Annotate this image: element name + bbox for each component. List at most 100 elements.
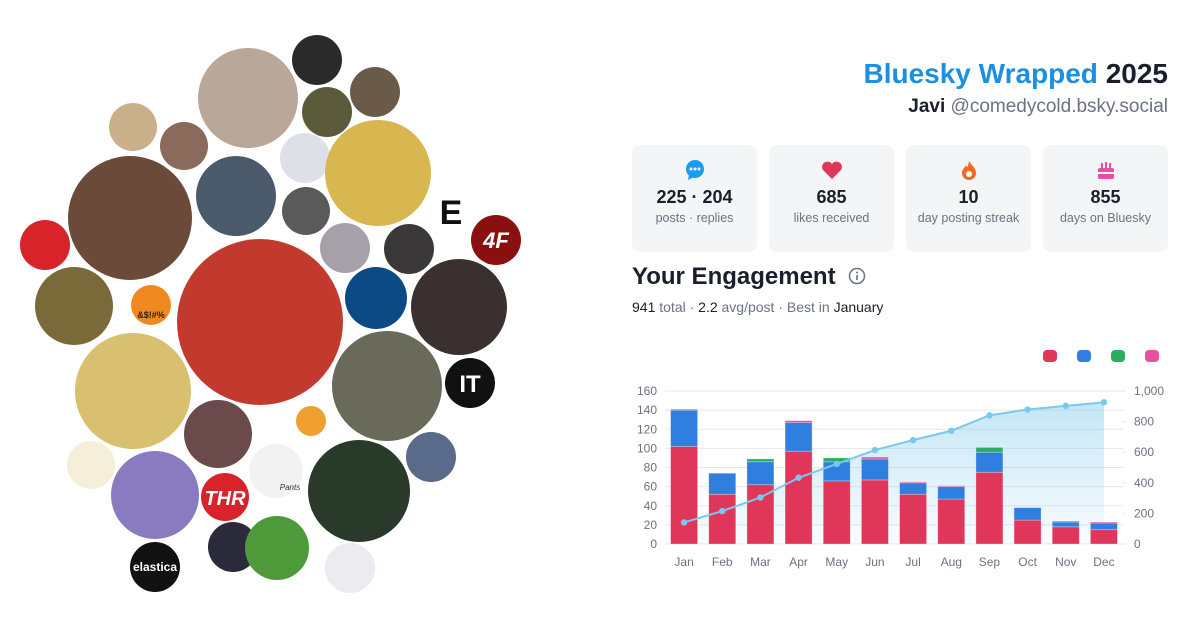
logo-it: IT [459, 371, 481, 398]
bar-segment [1013, 507, 1042, 521]
avatar[interactable] [296, 406, 326, 436]
avatar[interactable] [249, 444, 303, 498]
bar-segment [708, 493, 737, 545]
bar-segment [899, 481, 927, 484]
bar-segment [861, 479, 889, 545]
y2-tick-label: 600 [1134, 445, 1154, 459]
bar-segment [1090, 522, 1118, 531]
bar-segment [899, 493, 927, 545]
stat-value: 685 [816, 187, 847, 207]
y2-tick-label: 200 [1134, 506, 1154, 520]
bar-segment [937, 486, 966, 500]
stat-value: 225 · 204 [656, 187, 733, 207]
avatar[interactable] [280, 133, 330, 183]
x-tick-label: Feb [712, 555, 733, 569]
legend-icon[interactable] [1043, 350, 1057, 362]
avatar[interactable] [198, 48, 298, 148]
bar-segment [746, 458, 775, 463]
bar-segment [975, 447, 1004, 453]
stat-card: 10 day posting streak [906, 145, 1031, 252]
bar-segment [1051, 526, 1080, 545]
stat-label: likes received [793, 211, 870, 225]
avatar[interactable] [302, 87, 352, 137]
avatar[interactable] [332, 331, 442, 441]
summary-best: January [833, 299, 884, 315]
avatar[interactable] [75, 333, 191, 449]
stat-value: 855 [1090, 187, 1121, 207]
line-point [871, 446, 879, 454]
avatar[interactable] [471, 215, 521, 265]
avatar[interactable] [196, 156, 276, 236]
logo-e: E [440, 194, 463, 232]
avatar[interactable] [345, 267, 407, 329]
legend-icon[interactable] [1145, 350, 1159, 362]
x-tick-label: Aug [941, 555, 962, 569]
avatar[interactable] [384, 224, 434, 274]
avatar[interactable] [282, 187, 330, 235]
info-icon[interactable] [848, 267, 866, 285]
grawlix: &$!#% [137, 310, 165, 320]
bar-segment [670, 409, 698, 447]
stat-value: 10 [958, 187, 979, 207]
x-tick-label: Oct [1018, 555, 1037, 569]
y-tick-label: 60 [644, 480, 658, 494]
summary-total: 941 [632, 299, 656, 315]
avatar[interactable] [325, 120, 431, 226]
avatar[interactable] [177, 239, 343, 405]
stat-card: 685 likes received [769, 145, 894, 252]
avatar[interactable] [245, 516, 309, 580]
avatar[interactable] [406, 432, 456, 482]
avatar[interactable] [109, 103, 157, 151]
avatar[interactable] [308, 440, 410, 542]
avatar[interactable] [411, 259, 507, 355]
avatar[interactable] [130, 542, 180, 592]
bar-segment [1090, 521, 1118, 524]
avatar[interactable] [184, 400, 252, 468]
bar-segment [784, 420, 813, 423]
bar-segment [670, 446, 698, 545]
summary-avg: 2.2 [698, 299, 718, 315]
avatar[interactable] [292, 35, 342, 85]
engagement-summary: 941 total · 2.2 avg/post · Best in Janua… [632, 299, 883, 315]
title-year: 2025 [1105, 58, 1168, 89]
avatar[interactable] [111, 451, 199, 539]
avatar[interactable] [67, 441, 115, 489]
avatar[interactable] [320, 223, 370, 273]
bar-segment [784, 450, 813, 545]
summary-total-label: total · [659, 299, 695, 315]
x-tick-label: Dec [1093, 555, 1114, 569]
bar-segment [708, 472, 737, 495]
avatar[interactable] [160, 122, 208, 170]
bar-segment [975, 451, 1004, 473]
logo-4f: 4F [482, 228, 509, 253]
legend-icon[interactable] [1111, 350, 1125, 362]
avatar[interactable] [35, 267, 113, 345]
bar-segment [937, 498, 966, 545]
avatar[interactable] [201, 473, 249, 521]
section-title: Your Engagement [632, 263, 866, 291]
bar-segment [1051, 520, 1080, 523]
y-tick-label: 160 [637, 384, 657, 398]
bar-segment [861, 458, 889, 481]
avatar[interactable] [68, 156, 192, 280]
icon-fire [962, 161, 976, 180]
x-tick-label: Jun [865, 555, 884, 569]
cumulative-line [683, 401, 1105, 524]
y-tick-label: 100 [637, 441, 657, 455]
avatar[interactable] [445, 358, 495, 408]
bar-segment [1013, 519, 1042, 545]
title: Bluesky Wrapped 2025 [863, 58, 1168, 90]
avatar[interactable] [350, 67, 400, 117]
avatar[interactable] [325, 543, 375, 593]
y-tick-label: 40 [644, 499, 658, 513]
line-point [909, 436, 917, 444]
y2-tick-label: 1,000 [1134, 384, 1164, 398]
line-point [1100, 399, 1108, 406]
legend-icon[interactable] [1077, 350, 1091, 362]
avatar[interactable] [208, 522, 258, 572]
icon-heart [822, 161, 842, 179]
avatar[interactable] [20, 220, 70, 270]
avatar[interactable] [131, 285, 171, 325]
stat-label: days on Bluesky [1059, 211, 1152, 225]
